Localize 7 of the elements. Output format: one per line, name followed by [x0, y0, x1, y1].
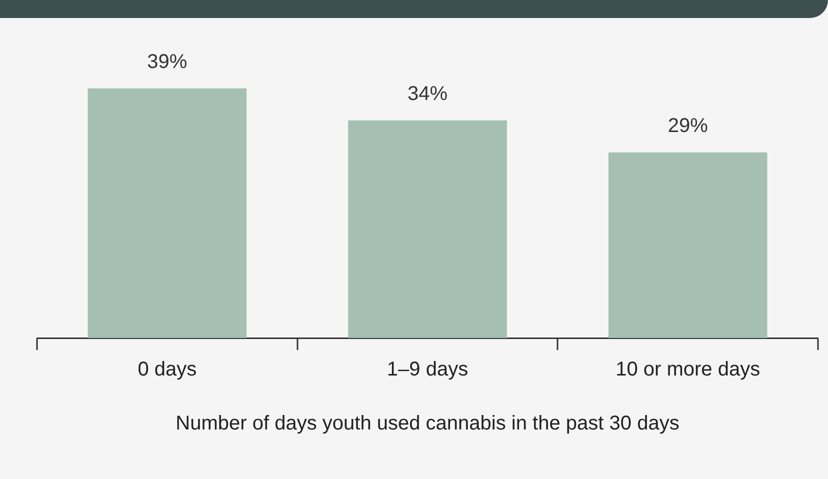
- x-tick-label: 10 or more days: [616, 358, 760, 381]
- data-label: 29%: [668, 114, 708, 137]
- x-tick-label: 0 days: [138, 358, 197, 381]
- x-axis-title: Number of days youth used cannabis in the past 30 days: [176, 412, 680, 435]
- x-tick-label: 1–9 days: [386, 358, 468, 381]
- data-label: 39%: [147, 50, 188, 73]
- data-label: 34%: [407, 82, 448, 105]
